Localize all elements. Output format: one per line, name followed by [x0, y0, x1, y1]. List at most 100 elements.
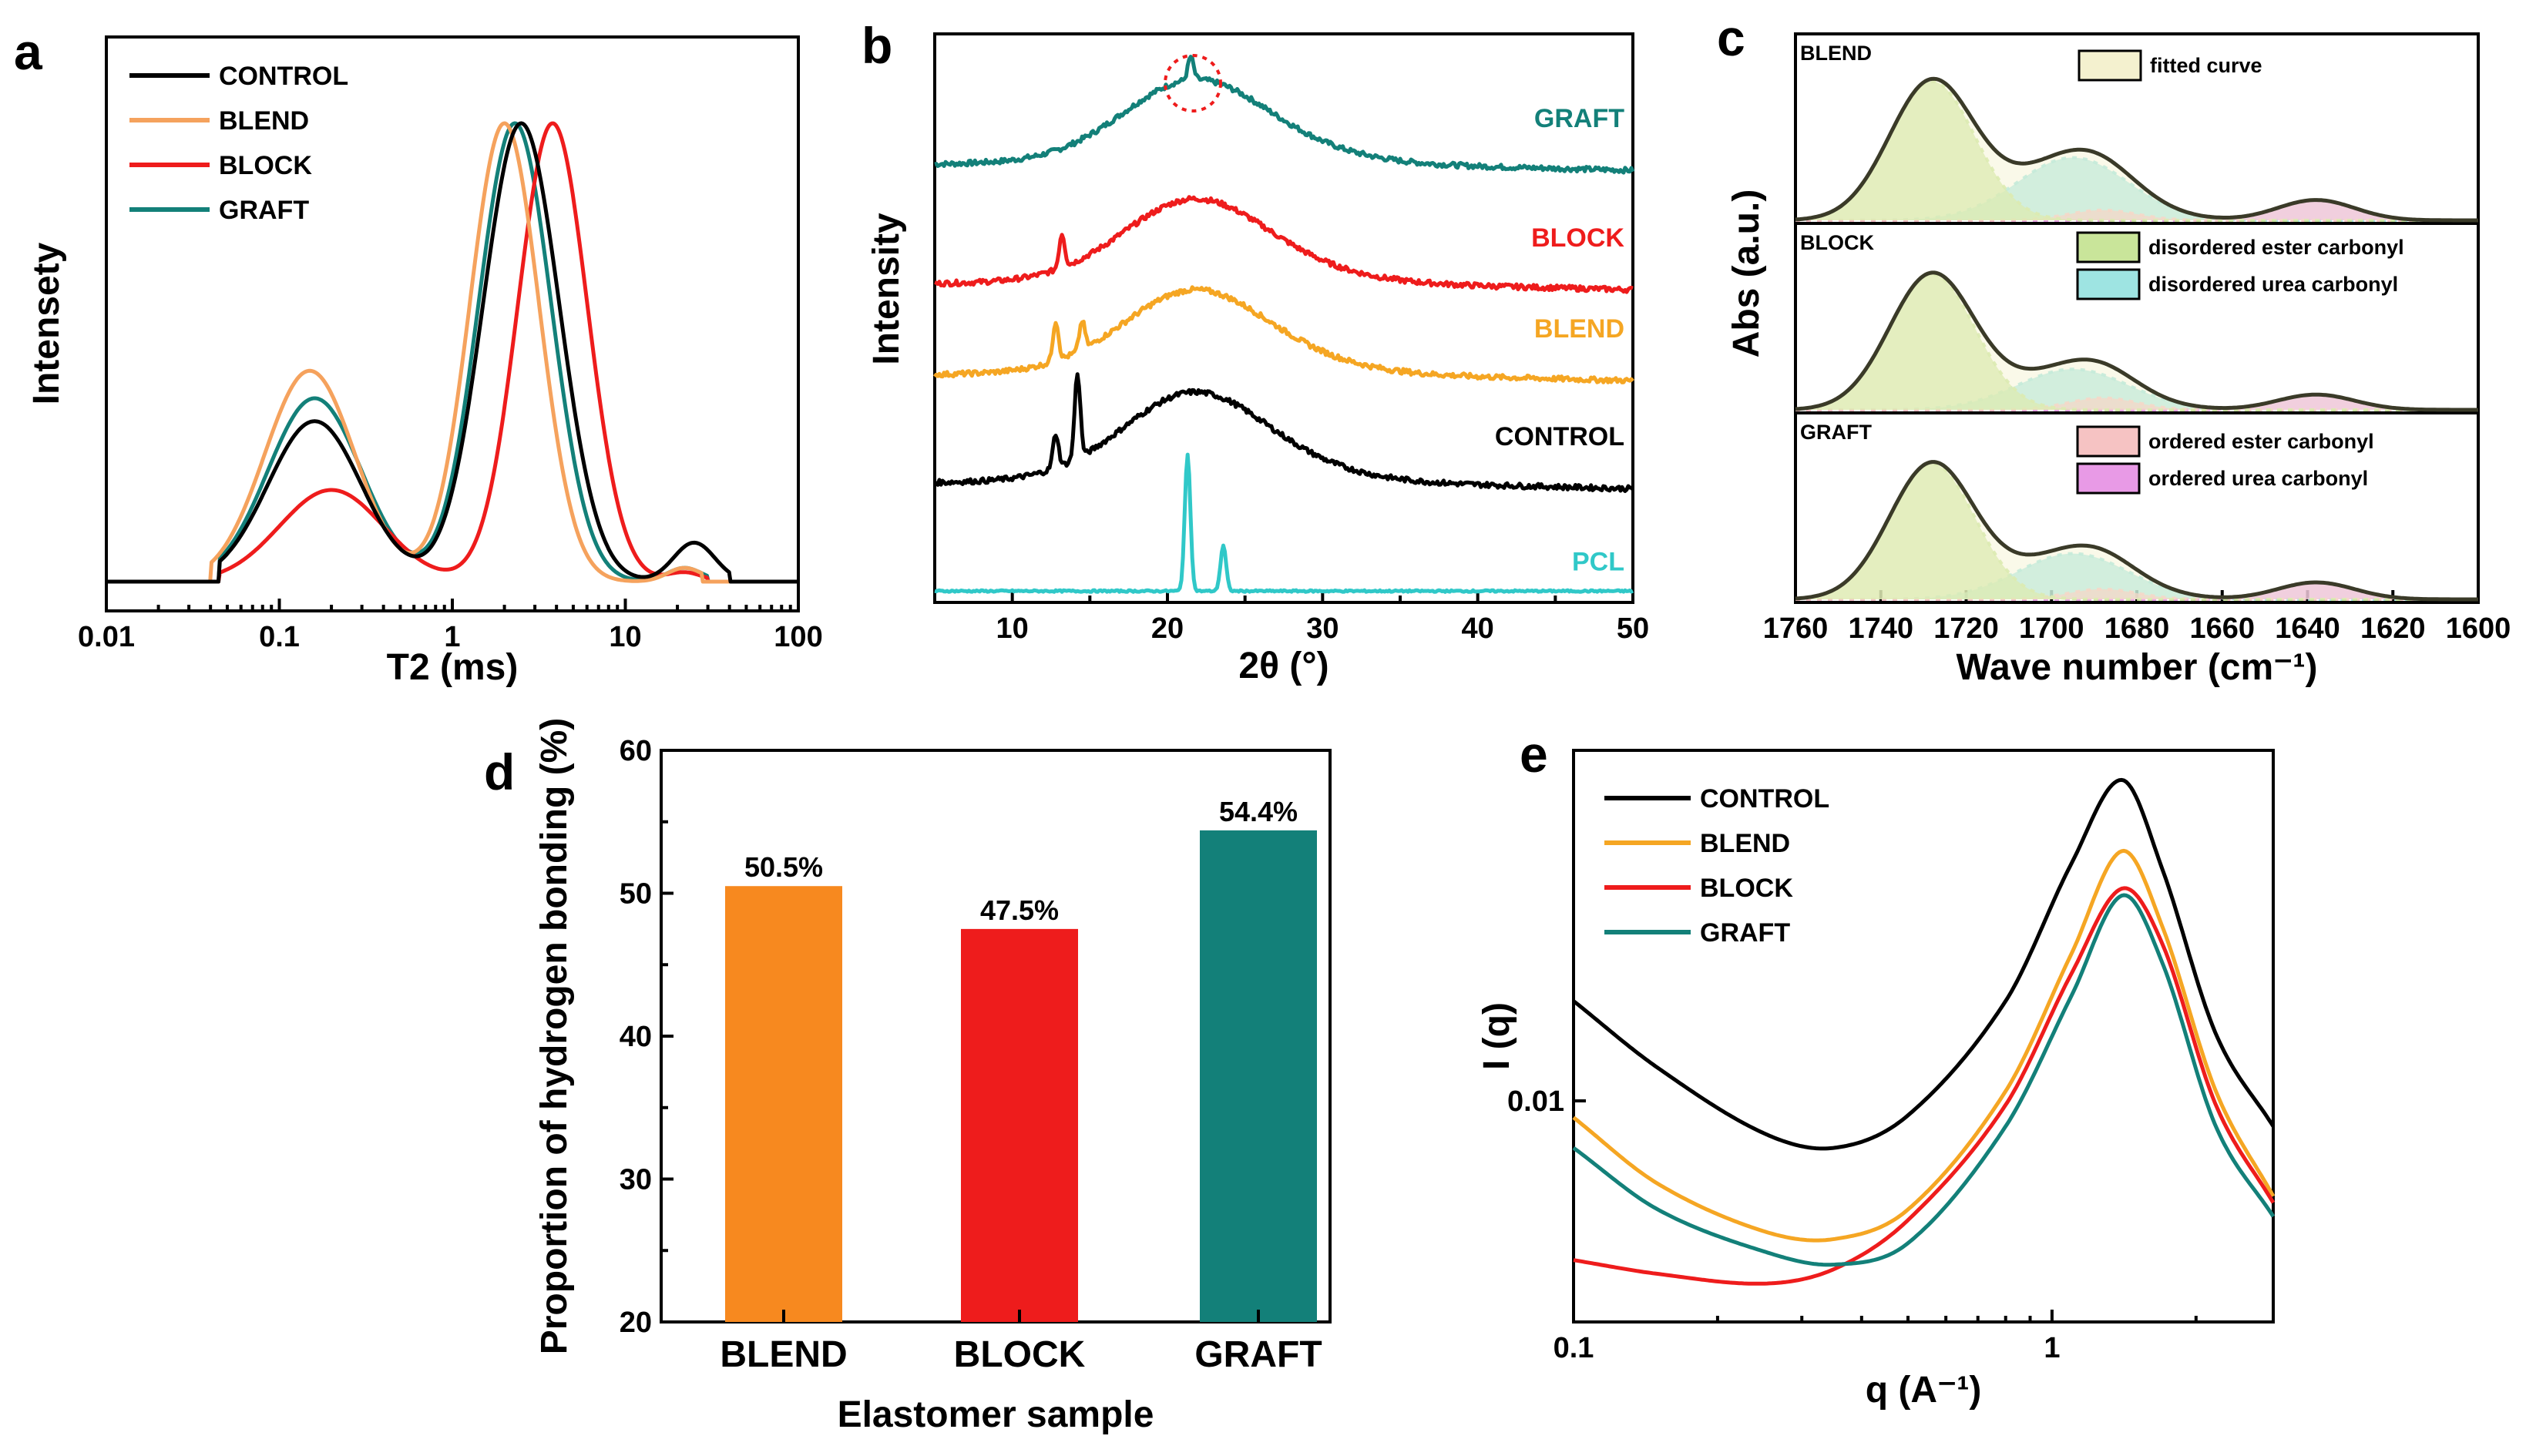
panel-d-bar-value-label-blend: 50.5%	[744, 851, 823, 883]
panel-d-xlabel: Elastomer sample	[838, 1394, 1154, 1435]
panel-a-xtick-label: 100	[774, 621, 822, 653]
panel-c-blend-ordered-urea-area	[1795, 200, 2478, 220]
panel-d-bar-value-label-block: 47.5%	[980, 894, 1059, 926]
panel-b-xtick-label: 10	[996, 612, 1029, 645]
panel-c-xtick-label: 1600	[2446, 612, 2511, 645]
panel-b-series-label-control: CONTROL	[1495, 422, 1624, 451]
panel-c-blend-fitted-curve	[1795, 76, 2478, 223]
panel-c-chart: Abs (a.u.) Wave number (cm⁻¹) 1760 1740 17…	[1726, 32, 2511, 688]
panel-c-xtick-label: 1640	[2275, 612, 2340, 645]
panel-e-axes	[1572, 749, 2275, 1323]
panel-c-graft-ordered-ester-area	[1795, 589, 2478, 599]
panel-b-xtick-label: 40	[1462, 612, 1494, 645]
panel-e-curve-graft	[1572, 893, 2276, 1267]
panel-b-axes	[933, 32, 1634, 604]
panel-b-series-label-pcl: PCL	[1572, 547, 1624, 576]
panel-b-peak-highlight-circle	[1164, 54, 1222, 112]
panel-c-block-disordered-urea-area	[1795, 369, 2478, 410]
panel-a-legend-label-block: BLOCK	[219, 151, 312, 180]
panel-c-legend-swatch-disordered-urea-carbonyl	[2076, 268, 2141, 300]
panel-d-ytick-label: 60	[620, 735, 652, 767]
panel-b-chart: Intensity 2θ (°) 10 20 30 40 50 GRAFT BLOCK BL…	[866, 32, 1649, 686]
panel-a-legend-label-graft: GRAFT	[219, 196, 309, 225]
panel-d-xtick-label-blend: BLEND	[720, 1334, 847, 1375]
panel-d-ytick-label: 50	[620, 878, 652, 911]
panel-c-legend-label-ordered-ester-carbonyl: ordered ester carbonyl	[2148, 430, 2374, 453]
panel-c-xlabel: Wave number (cm⁻¹)	[1957, 647, 2318, 688]
panel-a-xtick-label: 10	[609, 621, 641, 653]
panel-a-legend-label-blend: BLEND	[219, 106, 309, 136]
panel-b-xtick-label: 30	[1306, 612, 1339, 645]
panel-b-curve-control	[934, 372, 1634, 493]
panel-d-bar-graft	[1200, 830, 1317, 1322]
panel-e-legend-label-blend: BLEND	[1700, 829, 1790, 858]
panel-d-ytick-label: 40	[620, 1021, 652, 1053]
panel-d-bar-block	[961, 928, 1078, 1322]
panel-a-curve-control	[106, 121, 799, 584]
panel-b-ylabel: Intensity	[866, 213, 907, 365]
panel-label-c: c	[1717, 9, 1745, 66]
panel-c-graft-disordered-ester-area	[1795, 464, 2478, 599]
panel-c-subplot-label-graft: GRAFT	[1800, 421, 1872, 444]
panel-a-axes	[105, 35, 800, 612]
panel-a-legend-label-control: CONTROL	[219, 62, 348, 91]
panel-d-xtick-label-graft: GRAFT	[1194, 1334, 1322, 1375]
panel-c-xtick-label: 1660	[2189, 612, 2255, 645]
panel-b-series-label-block: BLOCK	[1531, 223, 1624, 253]
panel-b-series-label-graft: GRAFT	[1534, 104, 1624, 133]
panel-c-xtick-label: 1620	[2360, 612, 2426, 645]
panel-c-blend-fitted-fill	[1795, 79, 2478, 220]
panel-a-curve-block	[106, 121, 799, 584]
panel-c-legend-swatch-fitted-curve	[2078, 49, 2142, 82]
panel-c-blend-ordered-ester-area	[1795, 210, 2478, 220]
panel-c-blend-disordered-ester-area	[1795, 81, 2478, 220]
panel-d-ytick-label: 20	[620, 1307, 652, 1339]
panel-b-xtick-label: 20	[1151, 612, 1184, 645]
panel-d-chart: Proportion of hydrogen bonding (%) Elast…	[534, 718, 1332, 1435]
panel-c-ylabel: Abs (a.u.)	[1726, 190, 1767, 358]
panel-e-xtick-label: 0.1	[1554, 1332, 1594, 1364]
panel-b-curve-blend	[933, 285, 1634, 384]
panel-e-legend-label-graft: GRAFT	[1700, 918, 1790, 948]
panel-c-block-ordered-ester-area	[1795, 398, 2478, 410]
panel-c-legend-swatch-ordered-ester-carbonyl	[2076, 425, 2141, 458]
panel-a-chart: Intensety T2 (ms) 0.01 0.1 1 10 100 CONTROL B…	[26, 35, 823, 688]
panel-c-legend-label-disordered-ester-carbonyl: disordered ester carbonyl	[2148, 236, 2404, 259]
panel-c-graft-fitted-curve	[1795, 460, 2478, 602]
panel-c-blend-disordered-urea-area	[1795, 157, 2478, 220]
panel-b-xlabel: 2θ (°)	[1238, 646, 1329, 686]
panel-d-xtick-label-block: BLOCK	[954, 1334, 1086, 1375]
panel-e-curve-control	[1572, 777, 2276, 1151]
panel-e-curve-block	[1573, 886, 2276, 1286]
panel-c-xtick-label: 1680	[2104, 612, 2170, 645]
panel-label-a: a	[14, 23, 43, 80]
panel-b-curve-block	[934, 195, 1634, 294]
panel-label-e: e	[1520, 726, 1548, 783]
panel-c-block-ordered-urea-area	[1795, 394, 2478, 410]
panel-a-xtick-label: 1	[444, 621, 460, 653]
panel-b-curve-graft	[934, 55, 1635, 175]
panel-e-legend-label-block: BLOCK	[1700, 874, 1793, 903]
panel-d-bar-value-label-graft: 54.4%	[1219, 796, 1298, 827]
panel-c-block-disordered-ester-area	[1795, 274, 2478, 410]
panel-e-curve-blend	[1572, 848, 2276, 1243]
panel-c-xtick-label: 1740	[1848, 612, 1913, 645]
panel-e-legend-label-control: CONTROL	[1700, 784, 1829, 814]
panel-a-ylabel: Intensety	[26, 242, 67, 404]
panel-c-legend-label-ordered-urea-carbonyl: ordered urea carbonyl	[2148, 467, 2368, 490]
panel-e-xlabel: q (A⁻¹)	[1866, 1370, 1982, 1411]
panel-c-xtick-label: 1720	[1933, 612, 1999, 645]
panel-c-subplot-label-block: BLOCK	[1800, 231, 1874, 254]
panel-b-curve-pcl	[934, 452, 1634, 594]
panel-c-legend-label-fitted-curve: fitted curve	[2150, 54, 2262, 77]
panel-c-legend-swatch-disordered-ester-carbonyl	[2076, 231, 2141, 263]
panel-a-xlabel: T2 (ms)	[387, 647, 519, 688]
panel-c-block-fitted-curve	[1795, 270, 2478, 412]
panel-c-xtick-label: 1700	[2019, 612, 2084, 645]
panel-e-ytick-label: 0.01	[1507, 1085, 1564, 1118]
panel-e-chart: I (q) q (A⁻¹) 0.1 1 0.01 CONTROL BLEND BLOCK…	[1476, 749, 2276, 1411]
panel-e-ylabel: I (q)	[1476, 1002, 1517, 1070]
panel-d-ylabel: Proportion of hydrogen bonding (%)	[534, 718, 575, 1355]
panel-a-xtick-label: 0.1	[259, 621, 300, 653]
panel-d-bar-blend	[725, 886, 842, 1322]
